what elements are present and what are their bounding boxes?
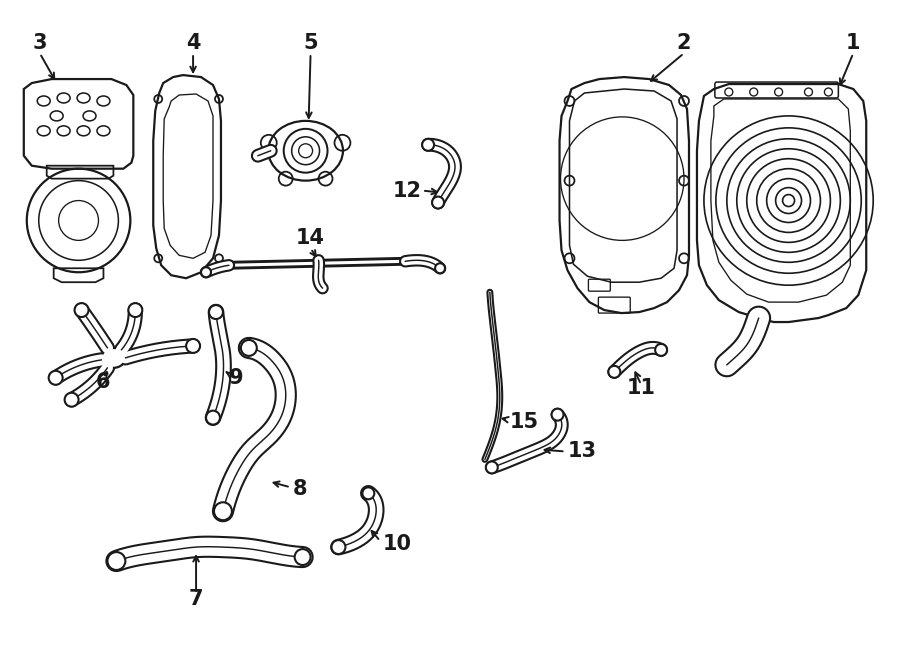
- Text: 14: 14: [296, 229, 325, 249]
- Text: 13: 13: [568, 442, 597, 461]
- Text: 15: 15: [509, 412, 539, 432]
- Circle shape: [49, 371, 63, 385]
- Circle shape: [608, 366, 620, 378]
- Text: 3: 3: [32, 33, 47, 54]
- Circle shape: [432, 196, 444, 208]
- Circle shape: [107, 552, 125, 570]
- Circle shape: [294, 549, 310, 565]
- Circle shape: [552, 408, 563, 420]
- Text: 11: 11: [626, 377, 656, 398]
- Circle shape: [422, 139, 434, 151]
- Text: 1: 1: [846, 33, 860, 54]
- Text: 9: 9: [229, 368, 244, 388]
- Circle shape: [435, 263, 445, 273]
- Circle shape: [655, 344, 667, 356]
- Circle shape: [201, 267, 211, 277]
- Text: 6: 6: [96, 371, 111, 392]
- Ellipse shape: [102, 348, 125, 368]
- Text: 8: 8: [292, 479, 307, 499]
- Circle shape: [486, 461, 498, 473]
- Text: 12: 12: [393, 180, 422, 200]
- Circle shape: [206, 410, 220, 424]
- Circle shape: [363, 487, 374, 499]
- Circle shape: [129, 303, 142, 317]
- Circle shape: [186, 339, 200, 353]
- Text: 10: 10: [382, 534, 411, 554]
- Text: 2: 2: [677, 33, 691, 54]
- Circle shape: [241, 340, 256, 356]
- Text: 4: 4: [185, 33, 201, 54]
- Text: 7: 7: [189, 589, 203, 609]
- Circle shape: [214, 502, 232, 520]
- Text: 5: 5: [303, 33, 318, 54]
- Circle shape: [331, 540, 346, 554]
- Circle shape: [75, 303, 88, 317]
- Circle shape: [65, 393, 78, 407]
- Circle shape: [209, 305, 223, 319]
